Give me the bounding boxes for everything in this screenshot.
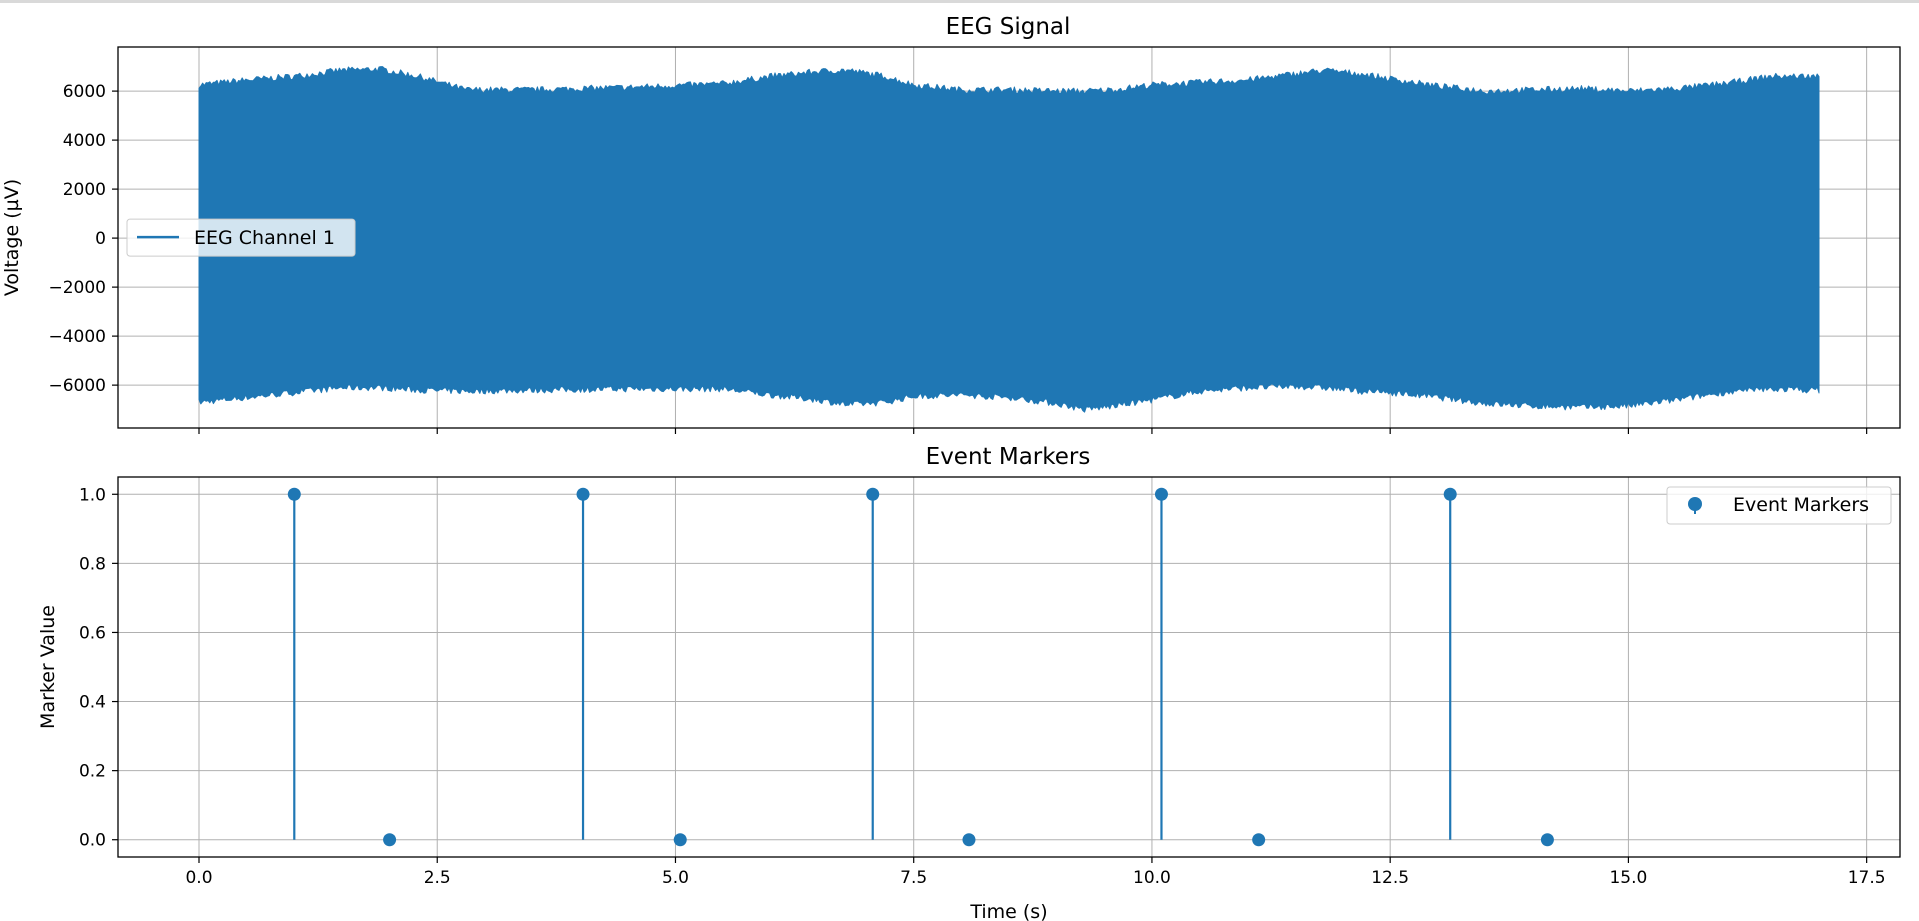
events-y-tick-label: 0.4 [79, 693, 106, 713]
events-y-tick-label: 0.2 [79, 762, 106, 782]
event-markers-panel: Event Markers 0.0 2.5 5.0 7.5 10.0 12.5 15.0 17… [37, 444, 1901, 921]
eeg-legend: EEG Channel 1 [126, 218, 356, 257]
events-axes-frame [117, 476, 1901, 858]
event-marker-point [1252, 833, 1266, 847]
eeg-y-tick-label: 2000 [63, 180, 106, 200]
eeg-ticks: −6000 −4000 −2000 0 2000 4000 6000 [48, 82, 1868, 434]
eeg-legend-box [126, 218, 356, 257]
eeg-y-tick-label: 6000 [63, 82, 106, 102]
x-tick-label: 5.0 [662, 868, 689, 888]
window-top-border [0, 0, 1919, 3]
eeg-y-tick-label: −2000 [48, 278, 106, 298]
events-legend-label: Event Markers [1733, 494, 1869, 516]
eeg-signal-title: EEG Signal [946, 14, 1071, 40]
events-legend: Event Markers [1666, 486, 1892, 525]
event-marker-point [1540, 833, 1554, 847]
events-grid [118, 477, 1900, 857]
x-tick-label: 12.5 [1371, 868, 1409, 888]
event-marker-point [383, 833, 397, 847]
event-marker-point [1443, 487, 1457, 501]
x-tick-label: 17.5 [1848, 868, 1886, 888]
x-axis-label: Time (s) [969, 901, 1047, 921]
event-stems [287, 487, 1554, 847]
event-marker-point [673, 833, 687, 847]
events-legend-marker-swatch [1688, 497, 1702, 511]
event-markers-title: Event Markers [926, 444, 1091, 470]
eeg-y-axis-label: Voltage (µV) [1, 179, 23, 296]
event-marker-point [1154, 487, 1168, 501]
eeg-y-tick-label: 0 [95, 229, 106, 249]
eeg-signal-trace [198, 66, 1820, 413]
events-y-tick-label: 0.0 [79, 831, 106, 851]
events-y-axis-label: Marker Value [37, 605, 59, 729]
event-marker-point [287, 487, 301, 501]
event-marker-point [962, 833, 976, 847]
events-legend-box [1666, 486, 1892, 525]
eeg-y-tick-label: 4000 [63, 131, 106, 151]
events-ticks: 0.0 2.5 5.0 7.5 10.0 12.5 15.0 17.5 0.0 0.2 0.4 0.6… [79, 485, 1886, 888]
eeg-y-tick-label: −6000 [48, 376, 106, 396]
eeg-signal-band [198, 66, 1820, 413]
eeg-legend-label: EEG Channel 1 [194, 227, 335, 249]
eeg-signal-panel: EEG Signal −6000−4000−20000200040006000 … [1, 14, 1901, 434]
x-tick-label: 7.5 [900, 868, 927, 888]
events-y-tick-label: 1.0 [79, 485, 106, 505]
x-tick-label: 2.5 [424, 868, 451, 888]
events-y-tick-label: 0.8 [79, 554, 106, 574]
events-y-tick-label: 0.6 [79, 623, 106, 643]
x-tick-label: 15.0 [1609, 868, 1647, 888]
eeg-y-tick-label: −4000 [48, 327, 106, 347]
x-tick-label: 0.0 [185, 868, 212, 888]
x-tick-label: 10.0 [1133, 868, 1171, 888]
event-marker-point [866, 487, 880, 501]
eeg-axes-frame [117, 46, 1901, 429]
event-marker-point [576, 487, 590, 501]
